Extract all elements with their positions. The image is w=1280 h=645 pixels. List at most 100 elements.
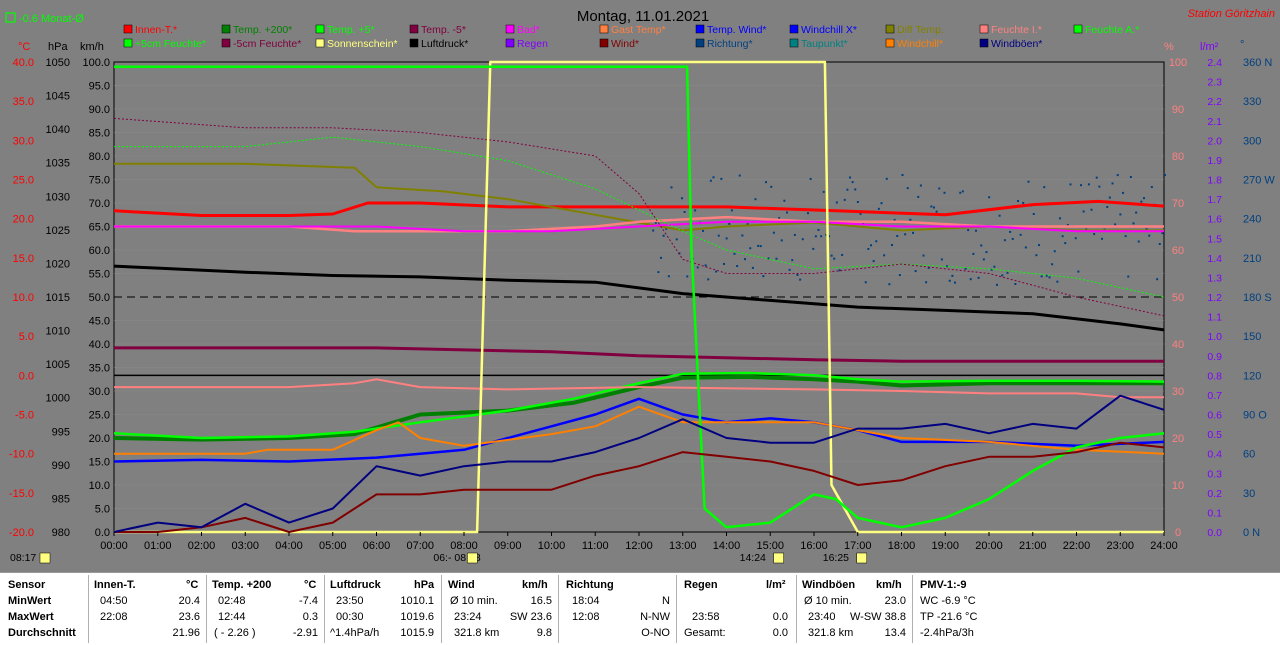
sun-marker-label: 16:25 [823,552,849,564]
direction-point [1127,275,1130,278]
dir-tick: 210 [1243,253,1261,265]
temp-tick: -5.0 [15,410,34,422]
direction-point [751,266,754,269]
stats-regen-header: Regen [684,579,718,591]
direction-point [917,195,920,198]
dir-tick: 30 [1243,488,1255,500]
stats-sensor-header: Sensor [8,579,46,591]
direction-point [683,210,686,213]
legend-swatch-windchill [885,38,895,48]
stats-luft-avg: 1015.9 [400,627,434,639]
legend-label-temp-wind: Temp. Wind* [707,24,767,36]
stats-wind-max: SW 23.6 [509,611,552,623]
temp-tick: 20.0 [13,214,34,226]
direction-point [854,188,857,191]
sun-marker-icon [773,552,784,564]
direction-point [896,234,899,237]
direction-point [1045,274,1048,277]
direction-point [1053,250,1056,253]
stats-innen-min-time: 04:50 [100,595,128,607]
series-luftdruck [113,264,1165,332]
dir-tick: 240 [1243,214,1261,226]
dir-tick: 330 [1243,96,1261,108]
direction-point [793,233,796,236]
temp-unit: °C [18,41,30,53]
direction-point [1014,283,1017,286]
direction-point [872,260,875,263]
direction-point [849,176,851,179]
time-tick: 05:00 [319,540,347,552]
direction-point [733,252,736,255]
rain-tick: 1.7 [1207,194,1222,206]
direction-point [712,176,715,179]
stats-temp200-max: 0.3 [302,611,318,623]
direction-point [843,198,846,201]
direction-point [841,253,844,256]
kmh-tick: 95.0 [89,81,110,93]
direction-point [996,283,998,286]
pct-tick: 40 [1172,339,1184,351]
stats-luft-max-time: 00:30 [336,611,364,623]
direction-point [1114,223,1117,226]
rain-tick: 2.4 [1207,57,1222,69]
direction-point [778,217,781,220]
pct-tick: 60 [1172,245,1184,257]
stats-richtung-max-time: 12:08 [572,611,600,623]
stats-luft-min-time: 23:50 [336,595,364,607]
time-tick: 07:00 [406,540,434,552]
series-feuchte-a [113,371,1165,440]
kmh-tick: 80.0 [89,151,110,163]
direction-point [946,265,949,268]
stats-temp200-unit: °C [304,579,317,591]
direction-point [1122,191,1124,194]
series-temp-5 [114,378,1164,399]
stats-innen-header: Innen-T. [94,579,136,591]
direction-point [1080,184,1082,187]
pct-tick: 20 [1172,433,1184,445]
direction-point [914,270,917,273]
hpa-tick: 1000 [46,393,70,405]
stats-row-avg: Durchschnitt [8,627,76,639]
direction-point [728,222,731,225]
hpa-tick: 1015 [46,292,70,304]
direction-point [730,209,733,212]
direction-point [906,187,909,190]
direction-point [990,268,993,271]
legend-label-windchill-x: Windchill X* [801,24,857,36]
direction-point [799,278,802,281]
sun-marker-label: 14:24 [740,552,766,564]
kmh-tick: 50.0 [89,292,110,304]
stats-innen-max: 23.6 [178,611,200,623]
time-tick: 19:00 [931,540,959,552]
direction-point [1056,280,1059,283]
checkbox[interactable] [5,12,16,23]
direction-point [820,235,823,238]
direction-point [922,254,925,257]
direction-point [675,238,678,241]
direction-point [1077,270,1080,273]
legend-label-feuchte-a: Feuchte A.* [1085,24,1139,36]
kmh-tick: 35.0 [89,363,110,375]
hpa-tick: 1025 [46,225,70,237]
direction-point [1017,200,1019,203]
weather-chart: -0.6 Monat-Ø Montag, 11.01.2021 Station … [5,8,1276,564]
hpa-tick: 985 [52,493,70,505]
legend-label-sonnenschein: Sonnenschein* [327,38,398,50]
rain-tick: 2.0 [1207,135,1222,147]
direction-point [707,278,710,281]
direction-point [801,238,804,241]
legend-swatch-temp-5 [315,24,325,34]
hpa-tick: 980 [52,527,70,539]
direction-point [1066,224,1069,227]
direction-point [870,244,872,247]
rain-tick: 0.2 [1207,488,1222,500]
direction-point [723,262,725,265]
direction-point [1009,230,1012,233]
direction-point [702,229,704,232]
direction-point [846,188,849,191]
time-tick: 06:00 [363,540,391,552]
rain-tick: 0.6 [1207,410,1222,422]
stats-temp200-avg: -2.91 [292,627,318,639]
sun-marker-icon [39,552,51,564]
hpa-tick: 1040 [46,124,70,136]
